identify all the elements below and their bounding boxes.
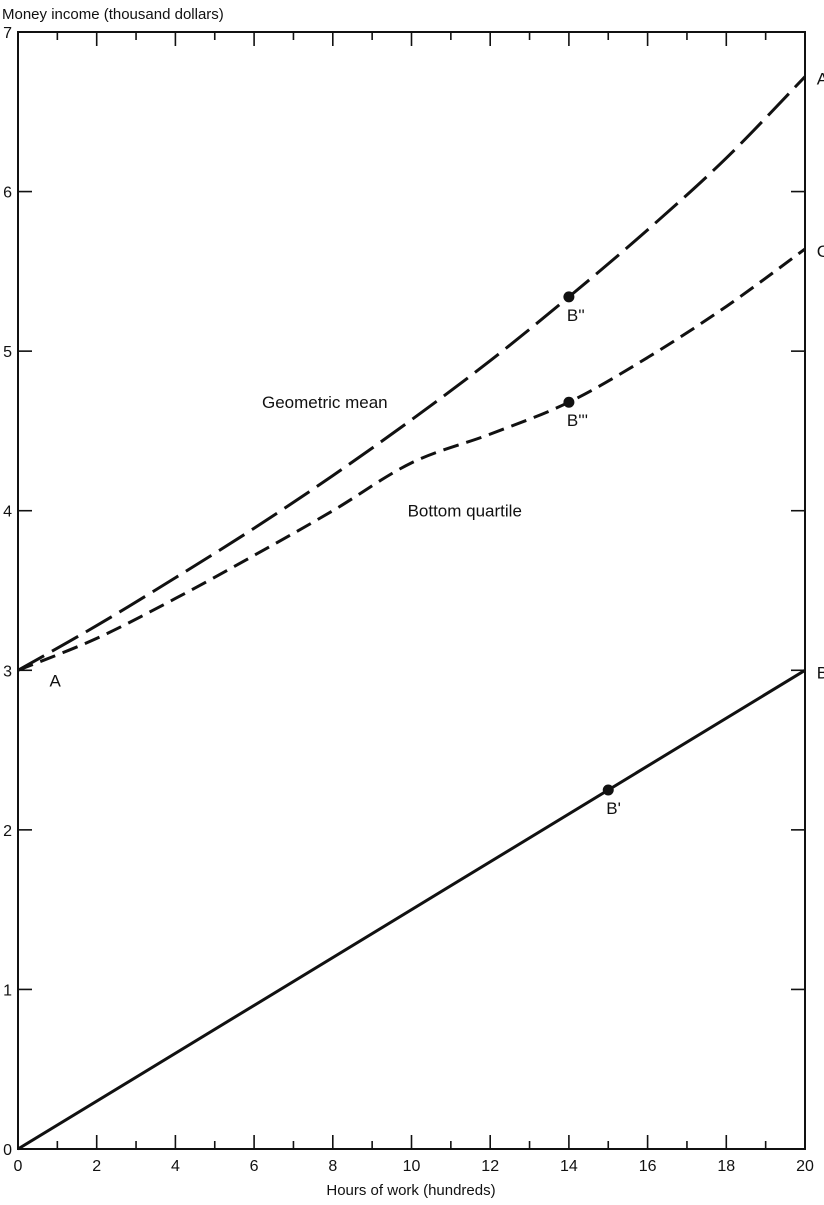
annotation-bottom-quartile: Bottom quartile [408, 502, 522, 521]
y-tick-label: 2 [3, 823, 12, 840]
y-tick-label: 0 [3, 1142, 12, 1159]
series-line-geometric-mean [17, 75, 807, 672]
annotations-layer: A A' C B Geometric mean Bottom quartile [49, 70, 824, 691]
y-axis-title: Money income (thousand dollars) [2, 6, 224, 23]
x-tick-label: 0 [14, 1158, 23, 1175]
point-label-2: B''' [567, 411, 588, 430]
x-tick-label: 4 [171, 1158, 180, 1175]
y-tick-label: 1 [3, 982, 12, 999]
y-tick-label: 7 [3, 25, 12, 42]
point-label-3: B' [606, 799, 621, 818]
plot-frame [17, 31, 806, 1150]
x-tick-label: 8 [328, 1158, 337, 1175]
points-layer: B'' B''' B' [563, 291, 621, 818]
annotation-a: A' [817, 70, 824, 89]
point-label-1: B'' [567, 306, 585, 325]
annotation-b: B [817, 663, 824, 682]
annotation-geometric-mean: Geometric mean [262, 393, 388, 412]
y-tick-label: 3 [3, 663, 12, 680]
point-marker-2 [563, 396, 575, 408]
point-marker-1 [563, 291, 575, 303]
x-tick-label: 10 [403, 1158, 421, 1175]
tick-marks [17, 31, 806, 1150]
series-line-bottom-quartile [17, 247, 806, 672]
series-line-wage-line [17, 669, 806, 1151]
series-layer [17, 75, 807, 1151]
annotation-c: C [817, 242, 824, 261]
x-tick-label: 6 [250, 1158, 259, 1175]
y-tick-label: 5 [3, 344, 12, 361]
x-axis-title: Hours of work (hundreds) [326, 1182, 495, 1199]
x-tick-label: 20 [796, 1158, 814, 1175]
x-tick-label: 14 [560, 1158, 578, 1175]
y-tick-label: 6 [3, 185, 12, 202]
x-tick-label: 16 [639, 1158, 657, 1175]
x-tick-label: 2 [92, 1158, 101, 1175]
y-tick-label: 4 [3, 504, 12, 521]
x-tick-label: 18 [717, 1158, 735, 1175]
x-tick-label: 12 [481, 1158, 499, 1175]
point-marker-3 [602, 784, 614, 796]
annotation-a: A [49, 671, 61, 690]
